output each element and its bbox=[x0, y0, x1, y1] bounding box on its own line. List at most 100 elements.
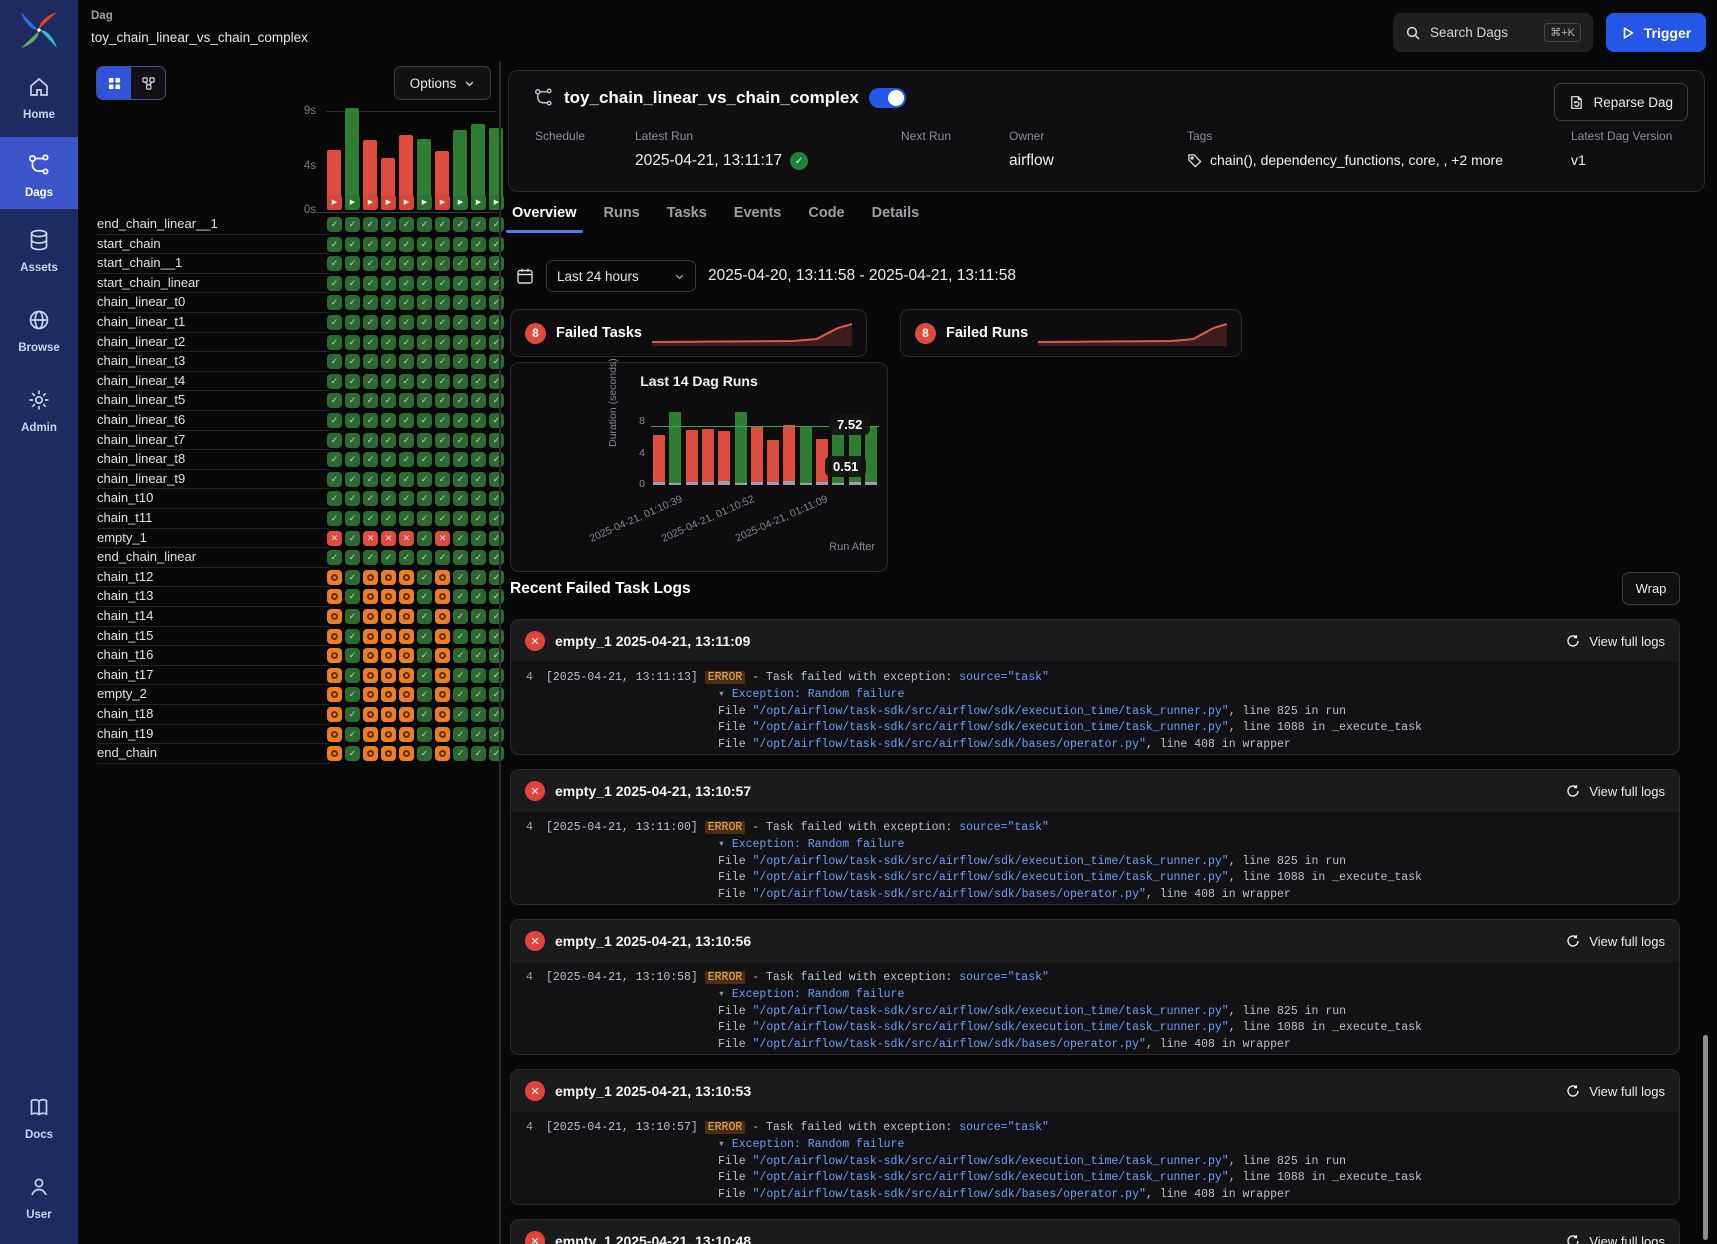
task-instance-success-icon[interactable]: ✓ bbox=[381, 236, 396, 252]
search-dags-button[interactable]: Search Dags ⌘+K bbox=[1393, 13, 1593, 52]
task-instance-success-icon[interactable]: ✓ bbox=[471, 315, 486, 330]
task-instance-success-icon[interactable]: ✓ bbox=[417, 726, 432, 742]
task-instance-success-icon[interactable]: ✓ bbox=[417, 354, 432, 370]
task-instance-success-icon[interactable]: ✓ bbox=[417, 471, 432, 487]
tab-details[interactable]: Details bbox=[871, 205, 920, 221]
task-instance-success-icon[interactable]: ✓ bbox=[381, 511, 396, 526]
task-instance-success-icon[interactable]: ✓ bbox=[345, 511, 360, 526]
task-instance-success-icon[interactable]: ✓ bbox=[345, 373, 360, 389]
task-instance-success-icon[interactable]: ✓ bbox=[399, 295, 414, 311]
task-instance-success-icon[interactable]: ✓ bbox=[363, 217, 378, 232]
task-instance-success-icon[interactable]: ✓ bbox=[453, 550, 468, 566]
task-instance-success-icon[interactable]: ✓ bbox=[381, 432, 396, 448]
task-instance-failed-icon[interactable]: ✕ bbox=[435, 530, 450, 546]
task-instance-success-icon[interactable]: ✓ bbox=[417, 217, 432, 232]
task-instance-upstream-failed-icon[interactable] bbox=[435, 726, 450, 742]
task-name[interactable]: chain_linear_t2 bbox=[97, 333, 329, 353]
task-name[interactable]: chain_linear_t3 bbox=[97, 352, 329, 372]
task-instance-success-icon[interactable]: ✓ bbox=[417, 334, 432, 350]
task-instance-success-icon[interactable]: ✓ bbox=[327, 550, 342, 566]
task-instance-success-icon[interactable]: ✓ bbox=[471, 511, 486, 526]
task-instance-upstream-failed-icon[interactable] bbox=[399, 707, 414, 722]
task-instance-upstream-failed-icon[interactable] bbox=[363, 569, 378, 585]
airflow-logo[interactable] bbox=[17, 8, 61, 52]
task-instance-success-icon[interactable]: ✓ bbox=[471, 550, 486, 566]
task-name[interactable]: chain_linear_t7 bbox=[97, 431, 329, 451]
dag-run-bar[interactable] bbox=[702, 429, 714, 485]
task-instance-success-icon[interactable]: ✓ bbox=[381, 256, 396, 272]
task-instance-success-icon[interactable]: ✓ bbox=[471, 275, 486, 291]
task-instance-success-icon[interactable]: ✓ bbox=[453, 315, 468, 330]
task-instance-success-icon[interactable]: ✓ bbox=[453, 236, 468, 252]
task-name[interactable]: empty_2 bbox=[97, 685, 329, 705]
task-instance-upstream-failed-icon[interactable] bbox=[327, 589, 342, 605]
sidebar-item-docs[interactable]: Docs bbox=[0, 1095, 78, 1143]
tab-runs[interactable]: Runs bbox=[603, 205, 640, 221]
task-name[interactable]: end_chain_linear bbox=[97, 548, 329, 568]
task-instance-success-icon[interactable]: ✓ bbox=[363, 452, 378, 468]
dag-run-duration-bar[interactable] bbox=[363, 139, 377, 210]
task-name[interactable]: chain_t12 bbox=[97, 568, 329, 588]
options-button[interactable]: Options bbox=[394, 66, 491, 100]
task-instance-success-icon[interactable]: ✓ bbox=[345, 452, 360, 468]
task-instance-success-icon[interactable]: ✓ bbox=[417, 530, 432, 546]
task-instance-success-icon[interactable]: ✓ bbox=[435, 275, 450, 291]
task-name[interactable]: chain_t17 bbox=[97, 666, 329, 686]
task-instance-success-icon[interactable]: ✓ bbox=[453, 530, 468, 546]
task-instance-success-icon[interactable]: ✓ bbox=[453, 511, 468, 526]
view-full-logs-link[interactable]: View full logs bbox=[1589, 1233, 1665, 1244]
task-instance-success-icon[interactable]: ✓ bbox=[345, 413, 360, 428]
grid-view-button[interactable] bbox=[97, 67, 131, 99]
dag-run-status-play[interactable]: ▶ bbox=[471, 195, 486, 210]
task-instance-success-icon[interactable]: ✓ bbox=[327, 471, 342, 487]
task-instance-success-icon[interactable]: ✓ bbox=[435, 334, 450, 350]
sidebar-item-dags[interactable]: Dags bbox=[0, 137, 78, 209]
task-instance-success-icon[interactable]: ✓ bbox=[345, 569, 360, 585]
task-instance-success-icon[interactable]: ✓ bbox=[399, 373, 414, 389]
task-instance-success-icon[interactable]: ✓ bbox=[417, 236, 432, 252]
task-instance-success-icon[interactable]: ✓ bbox=[381, 217, 396, 232]
task-instance-success-icon[interactable]: ✓ bbox=[471, 334, 486, 350]
task-instance-success-icon[interactable]: ✓ bbox=[327, 432, 342, 448]
task-instance-success-icon[interactable]: ✓ bbox=[417, 707, 432, 722]
wrap-button[interactable]: Wrap bbox=[1622, 572, 1680, 605]
task-name[interactable]: start_chain_linear bbox=[97, 274, 329, 294]
task-instance-upstream-failed-icon[interactable] bbox=[327, 726, 342, 742]
task-instance-success-icon[interactable]: ✓ bbox=[471, 726, 486, 742]
task-instance-success-icon[interactable]: ✓ bbox=[453, 569, 468, 585]
task-instance-success-icon[interactable]: ✓ bbox=[399, 491, 414, 507]
task-instance-success-icon[interactable]: ✓ bbox=[327, 256, 342, 272]
task-instance-upstream-failed-icon[interactable] bbox=[399, 609, 414, 624]
task-instance-upstream-failed-icon[interactable] bbox=[327, 707, 342, 722]
view-full-logs-link[interactable]: View full logs bbox=[1589, 783, 1665, 799]
task-instance-success-icon[interactable]: ✓ bbox=[417, 256, 432, 272]
task-instance-success-icon[interactable]: ✓ bbox=[417, 413, 432, 428]
task-instance-success-icon[interactable]: ✓ bbox=[345, 726, 360, 742]
task-instance-success-icon[interactable]: ✓ bbox=[417, 569, 432, 585]
task-instance-success-icon[interactable]: ✓ bbox=[435, 393, 450, 409]
task-instance-upstream-failed-icon[interactable] bbox=[363, 707, 378, 722]
task-instance-success-icon[interactable]: ✓ bbox=[363, 432, 378, 448]
task-instance-success-icon[interactable]: ✓ bbox=[453, 648, 468, 664]
dag-run-status-play[interactable]: ▶ bbox=[327, 195, 342, 210]
dag-run-status-play[interactable]: ▶ bbox=[381, 195, 396, 210]
task-instance-upstream-failed-icon[interactable] bbox=[327, 648, 342, 664]
task-name[interactable]: chain_t16 bbox=[97, 646, 329, 666]
sidebar-item-assets[interactable]: Assets bbox=[0, 228, 78, 276]
task-instance-success-icon[interactable]: ✓ bbox=[363, 275, 378, 291]
task-instance-success-icon[interactable]: ✓ bbox=[345, 334, 360, 350]
task-instance-success-icon[interactable]: ✓ bbox=[363, 491, 378, 507]
task-instance-success-icon[interactable]: ✓ bbox=[399, 334, 414, 350]
task-instance-failed-icon[interactable]: ✕ bbox=[399, 530, 414, 546]
task-instance-success-icon[interactable]: ✓ bbox=[399, 256, 414, 272]
task-instance-success-icon[interactable]: ✓ bbox=[327, 236, 342, 252]
task-instance-success-icon[interactable]: ✓ bbox=[345, 550, 360, 566]
task-instance-success-icon[interactable]: ✓ bbox=[327, 315, 342, 330]
task-instance-upstream-failed-icon[interactable] bbox=[381, 648, 396, 664]
task-instance-upstream-failed-icon[interactable] bbox=[381, 707, 396, 722]
task-instance-success-icon[interactable]: ✓ bbox=[381, 354, 396, 370]
task-instance-upstream-failed-icon[interactable] bbox=[435, 609, 450, 624]
task-instance-success-icon[interactable]: ✓ bbox=[345, 354, 360, 370]
task-instance-success-icon[interactable]: ✓ bbox=[471, 373, 486, 389]
task-instance-success-icon[interactable]: ✓ bbox=[471, 667, 486, 683]
